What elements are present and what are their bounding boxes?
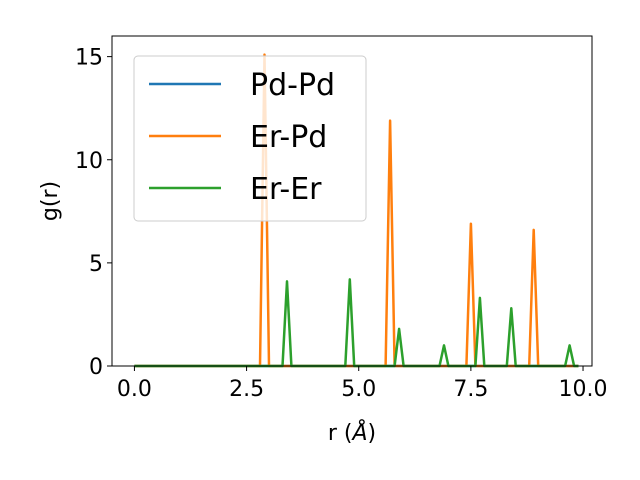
- x-tick-label: 0.0: [117, 377, 152, 402]
- ticks-layer: 0.0 2.5 5.0 7.5 10.0 0 5 10 15: [75, 46, 608, 402]
- legend-label-pd-pd: Pd-Pd: [250, 68, 335, 103]
- y-axis-label: g(r): [38, 181, 63, 221]
- x-tick-label: 10.0: [559, 377, 608, 402]
- y-tick-label: 15: [75, 46, 103, 71]
- legend-entries: Pd-Pd Er-Pd Er-Er: [149, 68, 335, 207]
- y-tick-label: 0: [89, 355, 103, 380]
- y-tick-label: 5: [89, 252, 103, 277]
- x-tick-label: 7.5: [453, 377, 488, 402]
- legend-label-er-er: Er-Er: [250, 172, 322, 207]
- legend-label-er-pd: Er-Pd: [250, 120, 327, 155]
- legend: Pd-Pd Er-Pd Er-Er: [133, 55, 367, 222]
- x-axis-label: r (Å): [328, 419, 376, 446]
- x-tick-label: 5.0: [341, 377, 376, 402]
- legend-box: [133, 55, 367, 222]
- x-tick-label: 2.5: [229, 377, 264, 402]
- plot-frame: [111, 35, 593, 367]
- y-tick-label: 10: [75, 149, 103, 174]
